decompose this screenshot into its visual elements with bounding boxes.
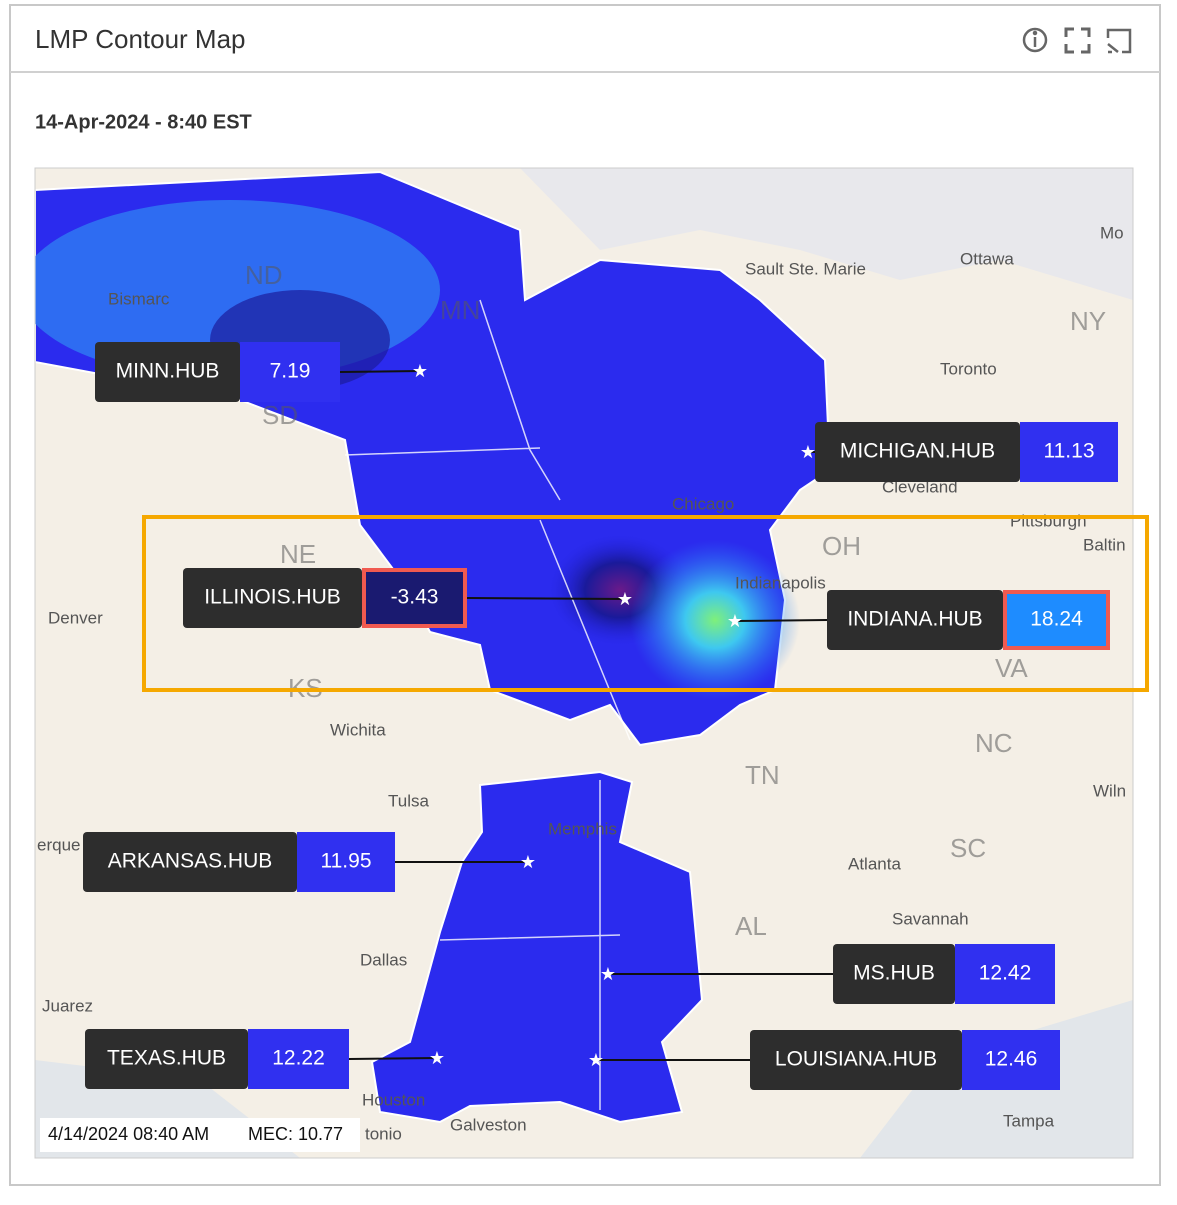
- state-label: KS: [288, 673, 323, 703]
- hub-star: ★: [727, 611, 743, 631]
- footer-datetime: 4/14/2024 08:40 AM: [48, 1124, 209, 1144]
- city-label: Tampa: [1003, 1111, 1055, 1130]
- hub-star: ★: [412, 361, 428, 381]
- city-label: Chicago: [672, 494, 734, 513]
- city-label: Cleveland: [882, 477, 958, 496]
- city-label: Atlanta: [848, 854, 901, 873]
- city-label: Bismarc: [108, 289, 170, 308]
- hub-name-box: [95, 342, 240, 402]
- state-label: AL: [735, 911, 767, 941]
- city-label: Sault Ste. Marie: [745, 259, 866, 278]
- hub-leader: [734, 619, 828, 622]
- city-label: Pittsburgh: [1010, 511, 1087, 530]
- city-label: Juarez: [42, 996, 93, 1015]
- state-label: ND: [245, 260, 283, 290]
- state-label: SC: [950, 833, 986, 863]
- city-label: Dallas: [360, 950, 407, 969]
- city-label: Memphis: [548, 819, 617, 838]
- state-label: NE: [280, 539, 316, 569]
- hub-value-highlight: [362, 568, 467, 628]
- contour-indiana: [630, 540, 800, 700]
- hub-value-box: [1020, 422, 1118, 482]
- hub-value-box: [297, 832, 395, 892]
- hub-value-box: [962, 1030, 1060, 1090]
- hub-name-box: [83, 832, 297, 892]
- hub-name-box: [85, 1029, 248, 1089]
- hub-value: 12.46: [985, 1048, 1038, 1071]
- hub-value-box: [240, 342, 340, 402]
- hub-leader: [348, 1057, 438, 1060]
- footer-box: [40, 1118, 360, 1152]
- timestamp: 14-Apr-2024 - 8:40 EST: [35, 111, 252, 133]
- hub-name-box: [815, 422, 1020, 482]
- hub-value-box: [362, 568, 467, 628]
- city-label: Wichita: [330, 720, 386, 739]
- hub-name: LOUISIANA.HUB: [775, 1048, 937, 1071]
- city-label: Toronto: [940, 359, 997, 378]
- state-label: VA: [995, 653, 1028, 683]
- state-label: OH: [822, 531, 861, 561]
- widget-title: LMP Contour Map: [35, 24, 246, 54]
- state-borders: [344, 299, 631, 1110]
- hub-name: INDIANA.HUB: [847, 608, 982, 631]
- hub-value-highlight: [1003, 590, 1110, 650]
- footer-mec: MEC: 10.77: [248, 1124, 343, 1144]
- city-label: Tulsa: [388, 791, 429, 810]
- hub-name-box: [750, 1030, 962, 1090]
- hub-name-box: [827, 590, 1003, 650]
- hub-name-box: [833, 944, 955, 1004]
- state-label: NY: [1070, 306, 1106, 336]
- hub-name: MS.HUB: [853, 962, 935, 985]
- hub-value: 11.95: [321, 850, 372, 873]
- hub-value: 12.22: [272, 1047, 325, 1070]
- city-label: Mo: [1100, 223, 1124, 242]
- hub-value: -3.43: [391, 586, 439, 609]
- hub-value: 18.24: [1030, 608, 1083, 631]
- info-icon[interactable]: [1022, 27, 1048, 53]
- hub-star: ★: [429, 1048, 445, 1068]
- state-label: MN: [440, 295, 480, 325]
- city-label: Denver: [48, 608, 103, 627]
- hub-value: 7.19: [270, 360, 311, 383]
- state-label: SD: [262, 400, 298, 430]
- hub-value: 12.42: [979, 962, 1032, 985]
- city-label: Baltin: [1083, 535, 1126, 554]
- city-label: Savannah: [892, 909, 969, 928]
- city-label: Ottawa: [960, 249, 1014, 268]
- hub-leader: [466, 597, 626, 600]
- fullscreen-icon[interactable]: [1064, 27, 1091, 54]
- miso-south: [370, 770, 704, 1124]
- hub-leader: [339, 370, 421, 373]
- lakes: [520, 168, 1133, 300]
- hub-star: ★: [520, 852, 536, 872]
- hub-name: MINN.HUB: [116, 360, 220, 383]
- city-label: Wiln: [1093, 781, 1126, 800]
- hub-star: ★: [588, 1050, 604, 1070]
- hub-name: MICHIGAN.HUB: [840, 440, 995, 463]
- hub-name-box: [183, 568, 362, 628]
- map-frame: [34, 167, 1134, 1159]
- state-label: TN: [745, 760, 780, 790]
- city-label: Houston: [362, 1090, 425, 1109]
- hub-value-box: [1003, 590, 1110, 650]
- map: ND MN SD NE Denver KS Wichita Tulsa Memphis Dalla…: [35, 168, 1133, 1158]
- hub-name: ARKANSAS.HUB: [108, 850, 273, 873]
- highlight-box: [142, 515, 1149, 692]
- hub-star: ★: [600, 964, 616, 984]
- hub-star: ★: [800, 442, 816, 462]
- hub-name: ILLINOIS.HUB: [204, 586, 341, 609]
- city-label: Indianapolis: [735, 573, 826, 592]
- hub-value-box: [248, 1029, 349, 1089]
- state-label: NC: [975, 728, 1013, 758]
- hub-name: TEXAS.HUB: [107, 1047, 226, 1070]
- hub-value-box: [955, 944, 1055, 1004]
- city-label: erque: [37, 835, 80, 854]
- city-label: tonio: [365, 1124, 402, 1143]
- hub-value: 11.13: [1044, 440, 1095, 463]
- city-label: Galveston: [450, 1115, 527, 1134]
- cast-icon[interactable]: [1106, 28, 1132, 54]
- hub-star: ★: [617, 589, 633, 609]
